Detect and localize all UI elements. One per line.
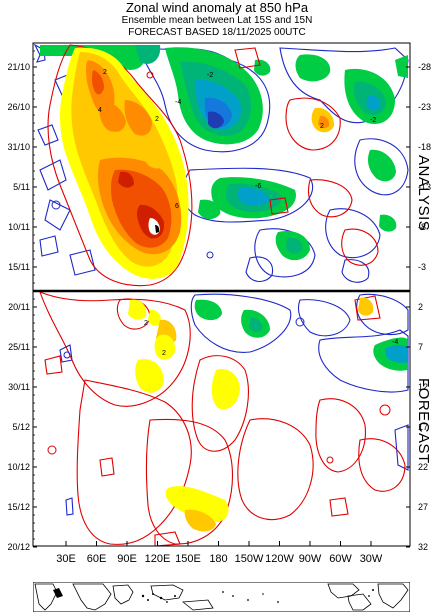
date-tick-label: 5/12 — [12, 422, 30, 432]
contour-label: 2 — [162, 350, 166, 357]
continent-outlines — [34, 583, 409, 611]
longitude-axis: 30E 60E 90E 120E 150E 180 150W 120W 90W 60W 30W — [56, 541, 383, 565]
contour-label: 2 — [103, 69, 107, 76]
analysis-section-label: ANALYSIS — [415, 155, 432, 232]
longitude-tick-label: 30W — [360, 553, 383, 565]
date-tick-label: 15/11 — [8, 262, 30, 272]
longitude-tick-label: 60W — [329, 553, 352, 565]
anomaly-field — [33, 43, 409, 546]
day-tick-label: 2 — [418, 302, 423, 312]
date-tick-label: 20/12 — [7, 542, 30, 552]
longitude-tick-label: 150E — [175, 553, 201, 565]
contour-label: -2 — [370, 117, 376, 124]
small-contour-islands — [47, 71, 391, 464]
chart-subtitle-forecast: FORECAST BASED 18/11/2025 00UTC — [128, 27, 306, 38]
date-tick-label: 20/11 — [8, 302, 30, 312]
contour-label: 4 — [98, 107, 102, 114]
day-tick-label: 27 — [418, 502, 428, 512]
contour-label: 2 — [155, 116, 159, 123]
positive-contours — [39, 44, 406, 546]
contour-label: -6 — [255, 183, 261, 190]
day-tick-label: 22 — [418, 462, 428, 472]
day-tick-label: -13 — [418, 182, 431, 192]
longitude-tick-label: 150W — [235, 553, 264, 565]
date-tick-label: 30/11 — [8, 382, 30, 392]
day-tick-label: -28 — [418, 62, 431, 72]
left-date-axis: 21/10 26/10 31/10 5/11 10/11 15/11 20/11 25/11 3… — [7, 50, 37, 552]
contour-label: -4 — [392, 339, 398, 346]
day-tick-label: 32 — [418, 542, 428, 552]
contour-label: -4 — [175, 99, 181, 106]
day-tick-label: 12 — [418, 382, 428, 392]
date-tick-label: 10/11 — [8, 222, 30, 232]
contour-label: 6 — [175, 203, 179, 210]
date-tick-label: 31/10 — [7, 142, 30, 152]
contour-label: 2 — [320, 123, 324, 130]
date-tick-label: 10/12 — [7, 462, 30, 472]
day-tick-label: -23 — [418, 102, 431, 112]
longitude-tick-label: 90W — [299, 553, 322, 565]
world-map-strip — [33, 582, 410, 612]
contour-label: 2 — [144, 320, 148, 327]
day-tick-label: -8 — [418, 222, 426, 232]
date-tick-label: 26/10 — [7, 102, 30, 112]
day-tick-label: 7 — [418, 342, 423, 352]
longitude-tick-label: 60E — [87, 553, 107, 565]
date-tick-label: 5/11 — [13, 182, 30, 192]
day-tick-label: -18 — [418, 142, 431, 152]
date-tick-label: 15/12 — [7, 502, 30, 512]
longitude-tick-label: 120E — [145, 553, 171, 565]
day-tick-label: -3 — [418, 262, 426, 272]
longitude-tick-label: 30E — [56, 553, 76, 565]
longitude-tick-label: 120W — [265, 553, 294, 565]
positive-fill — [60, 47, 374, 532]
date-tick-label: 25/11 — [8, 342, 30, 352]
chart-subtitle-region: Ensemble mean between Lat 15S and 15N — [121, 15, 313, 26]
day-tick-label: 17 — [418, 422, 428, 432]
longitude-tick-label: 180 — [209, 553, 227, 565]
forecast-section-label: FORECAST — [415, 378, 432, 464]
date-tick-label: 21/10 — [7, 62, 30, 72]
chart-title: Zonal wind anomaly at 850 hPa — [125, 0, 309, 15]
title-block: Zonal wind anomaly at 850 hPa Ensemble m… — [0, 0, 434, 39]
longitude-tick-label: 90E — [117, 553, 137, 565]
contour-value-labels: 2 4 2 6 -2 -4 -6 -2 2 -4 2 2 — [98, 69, 398, 357]
negative-fill — [40, 45, 408, 371]
plot-frame — [32, 42, 411, 547]
contour-label: -2 — [207, 72, 213, 79]
